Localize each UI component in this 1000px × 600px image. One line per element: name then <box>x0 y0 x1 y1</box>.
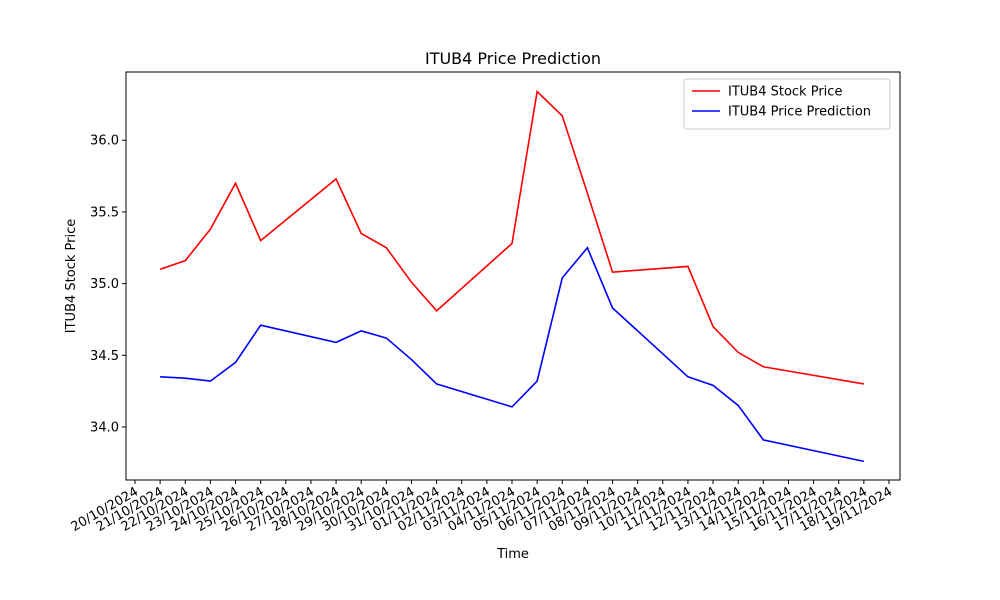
legend-box <box>683 78 891 130</box>
series-line <box>160 246 865 463</box>
y-tick-label: 35.0 <box>90 277 119 292</box>
y-tick-label: 36.0 <box>90 134 119 149</box>
y-tick-label: 35.5 <box>90 205 119 220</box>
legend-label: ITUB4 Stock Price <box>728 85 842 100</box>
y-tick-label: 34.5 <box>90 349 119 364</box>
legend: ITUB4 Stock Price ITUB4 Price Prediction <box>683 78 891 130</box>
chart-title: ITUB4 Price Prediction <box>425 49 601 68</box>
y-tick-label: 34.0 <box>90 420 119 435</box>
x-axis-label: Time <box>496 547 529 562</box>
y-axis-label: ITUB4 Stock Price <box>64 219 79 333</box>
legend-label: ITUB4 Price Prediction <box>728 105 871 120</box>
series-line <box>159 89 865 385</box>
plot-frame <box>125 71 901 481</box>
